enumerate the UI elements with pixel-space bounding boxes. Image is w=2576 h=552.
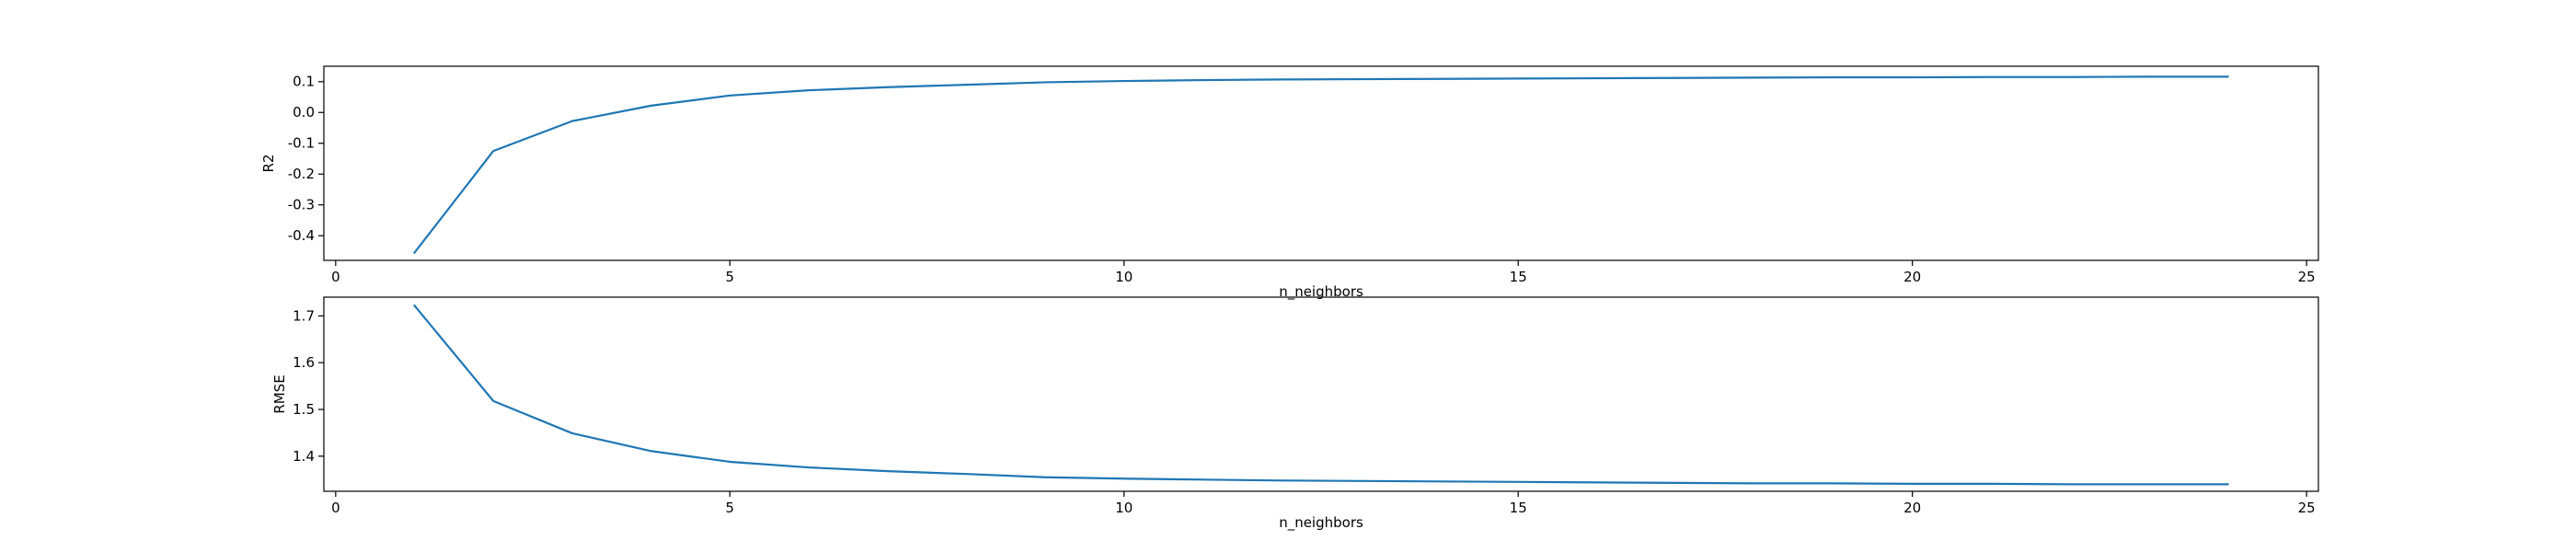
rmse-x-tick-label: 5 [726, 500, 735, 516]
rmse-x-tick-label: 25 [2298, 500, 2316, 516]
rmse-y-axis-label: RMSE [271, 374, 288, 413]
rmse-x-tick-label: 10 [1115, 500, 1133, 516]
rmse-x-axis-label: n_neighbors [1279, 514, 1363, 532]
r2-x-axis-label: n_neighbors [1279, 283, 1363, 301]
r2-x-tick-label: 5 [726, 269, 735, 285]
r2-series-line [413, 75, 2229, 255]
r2-y-axis-label: R2 [260, 155, 277, 173]
r2-y-tick-label: -0.4 [288, 227, 315, 244]
r2-x-tick-label: 0 [331, 269, 340, 285]
rmse-x-tick-label: 20 [1903, 500, 1921, 516]
rmse-axes-frame [323, 296, 2319, 492]
r2-y-tick-label: -0.3 [288, 197, 315, 213]
r2-chart-panel: 0 5 10 15 20 25 -0.4 -0.3 -0.2 -0.1 0.0 0.1 n_neighb… [260, 65, 2319, 301]
rmse-y-tick-label: 1.7 [293, 307, 315, 324]
r2-x-tick-label: 25 [2298, 269, 2316, 285]
rmse-x-tick-label: 0 [331, 500, 340, 516]
rmse-y-tick-label: 1.4 [293, 448, 315, 465]
r2-y-tick-label: -0.2 [288, 166, 315, 182]
r2-y-tick-label: 0.0 [293, 104, 315, 121]
rmse-chart-panel: 0 5 10 15 20 25 1.4 1.5 1.6 1.7 n_neighbors RMSE [271, 296, 2319, 532]
rmse-x-tick-label: 15 [1510, 500, 1527, 516]
r2-y-tick-label: -0.1 [288, 135, 315, 152]
r2-x-tick-label: 15 [1510, 269, 1527, 285]
r2-x-tick-label: 20 [1903, 269, 1921, 285]
r2-y-tick-label: 0.1 [293, 74, 315, 90]
r2-x-tick-label: 10 [1115, 269, 1133, 285]
r2-axes-frame [323, 65, 2319, 261]
rmse-y-tick-label: 1.6 [293, 354, 315, 371]
rmse-y-tick-label: 1.5 [293, 401, 315, 418]
rmse-series-line [413, 304, 2229, 486]
